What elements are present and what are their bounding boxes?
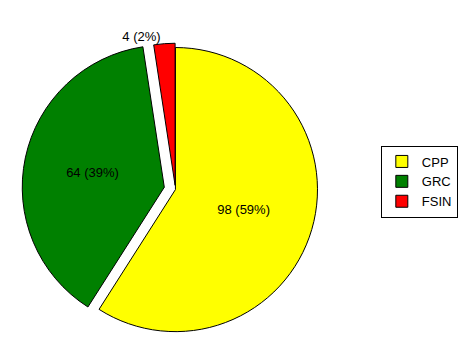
svg-text:CPP: CPP bbox=[422, 155, 449, 170]
svg-text:64 (39%): 64 (39%) bbox=[66, 165, 119, 180]
svg-text:FSIN: FSIN bbox=[422, 194, 452, 209]
svg-text:98 (59%): 98 (59%) bbox=[217, 202, 270, 217]
svg-text:GRC: GRC bbox=[422, 174, 451, 189]
svg-text:4 (2%): 4 (2%) bbox=[122, 29, 160, 44]
